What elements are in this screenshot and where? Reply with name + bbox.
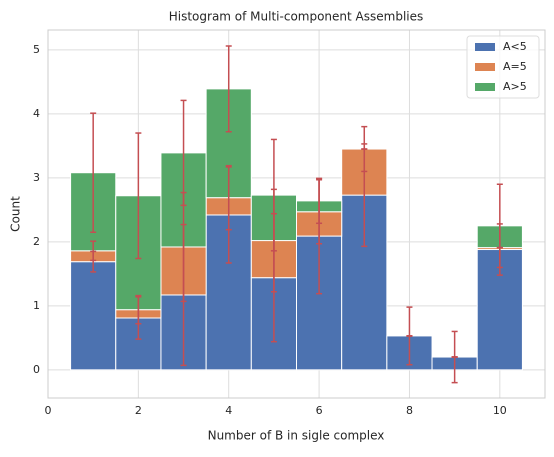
error-bar [90, 240, 97, 262]
y-tick-label: 1 [33, 299, 40, 312]
x-tick-label: 2 [135, 404, 142, 417]
error-bar [90, 112, 97, 233]
error-bar [135, 294, 142, 325]
y-tick-label: 3 [33, 171, 40, 184]
x-tick-label: 8 [406, 404, 413, 417]
bar [70, 261, 117, 371]
x-tick-label: 0 [45, 404, 52, 417]
legend-label: A<5 [503, 40, 527, 53]
x-tick-label: 4 [225, 404, 232, 417]
x-tick-label: 6 [316, 404, 323, 417]
legend-label: A=5 [503, 60, 527, 73]
error-bar [316, 177, 323, 225]
y-axis-label: Count [9, 196, 23, 232]
error-bar [270, 138, 277, 252]
x-tick-label: 10 [493, 404, 507, 417]
error-bar [135, 132, 142, 260]
plot-frame [47, 29, 546, 399]
y-tick-label: 0 [33, 363, 40, 376]
chart-title: Histogram of Multi-component Assemblies [169, 10, 424, 24]
y-tick-label: 2 [33, 235, 40, 248]
error-bar [225, 164, 232, 231]
error-bar [180, 99, 187, 207]
legend-swatch [475, 43, 495, 51]
y-tick-label: 4 [33, 107, 40, 120]
error-bar [496, 183, 503, 269]
legend-swatch [475, 83, 495, 91]
x-axis-label: Number of B in sigle complex [208, 429, 385, 443]
y-tick-label: 5 [33, 43, 40, 56]
legend-swatch [475, 63, 495, 71]
legend-box [466, 35, 540, 99]
error-bar [225, 45, 232, 133]
legend-label: A>5 [503, 80, 527, 93]
